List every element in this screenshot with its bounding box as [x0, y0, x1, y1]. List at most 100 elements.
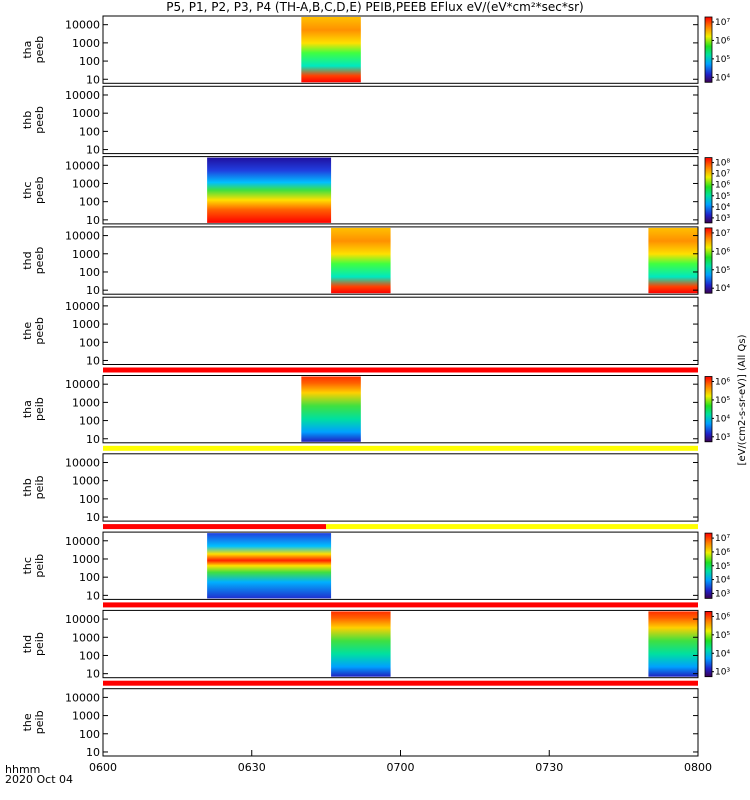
colorbar-tick-label: 10⁷	[715, 229, 730, 239]
panel-frame	[102, 453, 699, 522]
x-tick-label: 0800	[684, 761, 712, 774]
ylabel-line: peeb	[33, 176, 46, 204]
ylabel-line: thc	[21, 182, 34, 199]
x-axis: 0600 0630 0700 0730 0800	[89, 750, 712, 774]
colorbar-tick-label: 10⁵	[715, 192, 730, 202]
panel-frame	[102, 688, 699, 757]
y-tick-label: 1000	[72, 248, 100, 261]
panel-frame	[102, 296, 699, 366]
quality-flag-bar	[103, 602, 698, 608]
ylabel-line: thc	[21, 557, 34, 574]
panels-layer: 10100100010000thapeeb10⁴10⁵10⁶10⁷1010010…	[21, 15, 730, 759]
flag-bars-layer	[103, 367, 698, 686]
y-tick-label: 100	[79, 266, 100, 279]
y-tick-label: 100	[79, 336, 100, 349]
panel-tha-peib: 10 100 1000 10000 thapeib 10³ 10⁴ 10⁵ 10⁶	[21, 375, 730, 446]
quality-flag-bar	[326, 524, 698, 530]
y-tick-label: 100	[79, 493, 100, 506]
colorbar-tick-label: 10⁷	[715, 18, 730, 28]
panel-ylabel: thapeeb	[21, 36, 46, 64]
colorbar	[704, 532, 713, 599]
panel-frame	[102, 156, 699, 225]
colorbar-tick-label: 10⁶	[715, 378, 730, 388]
colorbar	[704, 611, 713, 678]
panel-ylabel: thcpeeb	[21, 176, 46, 204]
colorbar	[704, 376, 713, 443]
y-tick-label: 100	[79, 125, 100, 138]
ylabel-line: peeb	[33, 36, 46, 64]
panel-the-peeb: 10 100 1000 10000 thepeeb	[21, 296, 699, 367]
y-tick-label: 10	[86, 511, 100, 524]
x-tick-label: 0600	[89, 761, 117, 774]
panel-thb-peeb: 10 100 1000 10000 thbpeeb	[21, 85, 699, 157]
colorbar-tick-label: 10³	[715, 433, 730, 443]
y-tick-label: 10000	[65, 300, 100, 313]
panel-ylabel: thapeib	[21, 397, 46, 421]
panel-frame	[102, 609, 699, 679]
ylabel-line: peib	[33, 710, 46, 734]
y-tick-label: 10	[86, 589, 100, 602]
colorbar-tick-label: 10³	[715, 214, 730, 224]
colorbar	[704, 227, 713, 294]
y-tick-label: 100	[79, 728, 100, 741]
y-tick-label: 10000	[65, 535, 100, 548]
quality-flag-bar	[103, 680, 698, 686]
spectrogram-block	[301, 376, 361, 442]
ylabel-line: peib	[33, 632, 46, 656]
panel-thb-peib: 10 100 1000 10000 thbpeib	[21, 453, 699, 524]
panel-frame	[102, 531, 699, 600]
spectrogram-block	[207, 157, 332, 223]
y-tick-label: 10000	[65, 613, 100, 626]
colorbar-tick-label: 10⁵	[715, 562, 730, 572]
y-tick-label: 10000	[65, 230, 100, 243]
colorbar-tick-label: 10⁴	[715, 203, 730, 213]
date-label: 2020 Oct 04	[5, 773, 74, 786]
panel-ylabel: thcpeib	[21, 554, 46, 578]
panel-frame	[102, 375, 699, 444]
colorbar-tick-label: 10⁴	[715, 576, 730, 586]
y-tick-label: 100	[79, 55, 100, 68]
y-tick-label: 1000	[72, 553, 100, 566]
y-tick-label: 10	[86, 668, 100, 681]
y-tick-label: 10	[86, 354, 100, 367]
colorbar-tick-label: 10⁴	[715, 284, 730, 294]
y-tick-label: 100	[79, 649, 100, 662]
time-axis-label: hhmm	[5, 763, 41, 776]
ylabel-line: tha	[21, 41, 34, 59]
colorbar	[704, 16, 713, 83]
colorbar-tick-label: 10⁴	[715, 414, 730, 424]
y-tick-label: 10000	[65, 691, 100, 704]
spectrogram-block	[301, 17, 361, 83]
quality-flag-bar	[103, 445, 698, 451]
colorbar-tick-label: 10⁵	[715, 631, 730, 641]
ylabel-line: peeb	[33, 106, 46, 134]
colorbar-tick-label: 10³	[715, 668, 730, 678]
ylabel-line: peeb	[33, 317, 46, 345]
colorbar-tick-label: 10⁶	[715, 181, 730, 191]
y-tick-label: 10000	[65, 378, 100, 391]
ylabel-line: tha	[21, 400, 34, 418]
ylabel-line: peib	[33, 397, 46, 421]
y-tick-label: 10	[86, 144, 100, 157]
colorbar-tick-label: 10⁴	[715, 649, 730, 659]
panel-ylabel: thepeeb	[21, 317, 46, 345]
panel-ylabel: thdpeeb	[21, 247, 46, 275]
y-tick-label: 10	[86, 284, 100, 297]
colorbar-tick-label: 10⁵	[715, 266, 730, 276]
spectrogram-block	[648, 611, 698, 677]
x-tick-label: 0700	[387, 761, 415, 774]
panel-ylabel: thbpeib	[21, 476, 46, 500]
y-tick-label: 10000	[65, 456, 100, 469]
chart-title: P5, P1, P2, P3, P4 (TH-A,B,C,D,E) PEIB,P…	[166, 0, 584, 14]
y-tick-label: 1000	[72, 710, 100, 723]
panel-ylabel: thbpeeb	[21, 106, 46, 134]
y-tick-label: 1000	[72, 631, 100, 644]
y-tick-label: 1000	[72, 37, 100, 50]
panel-ylabel: thepeib	[21, 710, 46, 734]
y-tick-label: 10	[86, 433, 100, 446]
y-tick-label: 1000	[72, 475, 100, 488]
spectrogram-block	[648, 227, 698, 294]
ylabel-line: peeb	[33, 247, 46, 275]
panel-tha-peeb: 10 100 1000 10000 thapeeb 10⁴ 10⁵ 10⁶ 10⁷	[21, 15, 730, 86]
colorbar-tick-label: 10⁸	[715, 159, 730, 169]
